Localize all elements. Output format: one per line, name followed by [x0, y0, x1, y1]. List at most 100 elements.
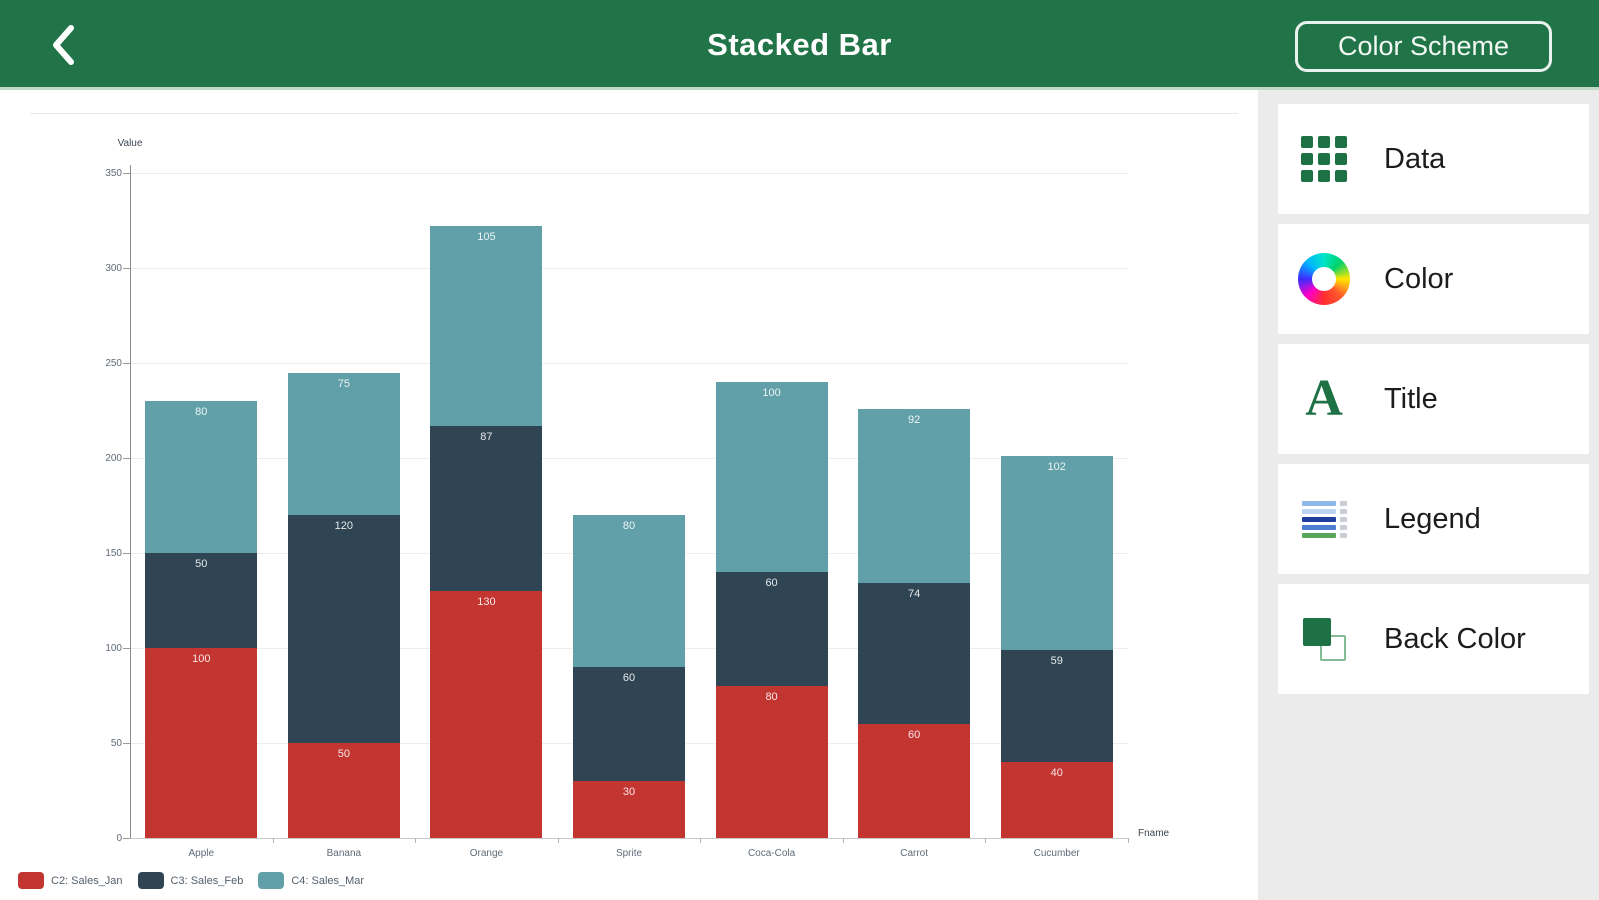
x-axis-tick — [700, 838, 702, 843]
bar-value-label: 74 — [908, 588, 921, 601]
top-navigation-bar: Stacked Bar Color Scheme — [0, 0, 1599, 90]
y-tick-label: 200 — [105, 453, 122, 464]
bar-segment — [287, 372, 400, 515]
bar-segment — [1000, 649, 1113, 762]
y-axis-tick — [123, 363, 130, 364]
grid-line — [130, 268, 1128, 269]
y-tick-label: 100 — [105, 643, 122, 654]
bar-segment — [858, 408, 971, 584]
bar-segment — [430, 591, 543, 838]
bar-segment — [715, 382, 828, 572]
bar-value-label: 87 — [480, 430, 493, 443]
y-tick-label: 0 — [116, 833, 122, 844]
legend-item: C4: Sales_Mar — [258, 872, 364, 889]
page-title: Stacked Bar — [707, 27, 892, 62]
bar-value-label: 80 — [195, 406, 208, 418]
bar-value-label: 102 — [1047, 461, 1066, 474]
color-wheel-icon — [1297, 252, 1351, 306]
x-category-label: Banana — [326, 848, 362, 859]
back-chevron-icon — [53, 25, 74, 65]
legend-label: C4: Sales_Mar — [291, 874, 365, 887]
y-axis-tick — [123, 743, 130, 744]
color-scheme-button[interactable]: Color Scheme — [1295, 21, 1552, 72]
y-axis-line — [130, 165, 131, 838]
bar-value-label: 80 — [622, 520, 636, 532]
sidebar-item-legend[interactable]: Legend — [1278, 464, 1589, 574]
bar-segment — [287, 515, 400, 743]
bar-segment — [715, 572, 828, 686]
bar-segment — [858, 583, 971, 724]
bar-segment — [1000, 456, 1113, 650]
legend-swatch — [18, 872, 44, 889]
bar-segment — [573, 515, 685, 667]
y-axis-tick — [123, 268, 130, 269]
x-axis-tick — [842, 838, 844, 843]
x-category-label: Orange — [469, 848, 504, 859]
sidebar-item-label: Title — [1384, 382, 1438, 415]
y-axis-tick — [123, 553, 130, 554]
y-axis-tick — [123, 458, 130, 459]
bar-value-label: 30 — [622, 786, 636, 798]
bar-value-label: 130 — [477, 596, 496, 608]
title-letter-icon: A — [1305, 370, 1343, 427]
bar-value-label: 40 — [1050, 767, 1063, 779]
y-tick-label: 250 — [105, 358, 122, 369]
x-category-label: Carrot — [900, 848, 929, 859]
settings-sidebar: Data Color A Title — [1258, 90, 1599, 900]
chart-canvas[interactable]: Value Fname C2: Sales_Jan C3: Sales_Feb C4… — [0, 90, 1258, 900]
bar-segment — [858, 724, 971, 838]
x-axis-title: Fname — [1138, 828, 1170, 839]
bar-value-label: 80 — [765, 691, 778, 703]
y-tick-label: 50 — [110, 738, 122, 749]
bar-value-label: 105 — [477, 231, 496, 244]
y-tick-label: 150 — [105, 548, 122, 559]
sidebar-item-label: Back Color — [1384, 622, 1526, 655]
legend-item: C2: Sales_Jan — [18, 872, 123, 889]
back-button[interactable] — [40, 22, 86, 68]
x-category-label: Apple — [188, 848, 215, 859]
legend-swatch — [258, 872, 285, 889]
sidebar-item-label: Legend — [1384, 502, 1481, 535]
legend-label: C2: Sales_Jan — [51, 874, 123, 887]
sidebar-item-color[interactable]: Color — [1278, 224, 1589, 334]
x-category-label: Coca-Cola — [747, 848, 796, 859]
legend-lines-icon — [1297, 492, 1351, 546]
y-axis-tick — [123, 173, 130, 174]
bar-value-label: 100 — [192, 653, 211, 665]
bar-segment — [430, 425, 543, 591]
bar-value-label: 75 — [337, 377, 350, 390]
sidebar-item-data[interactable]: Data — [1278, 104, 1589, 214]
bar-value-label: 50 — [195, 558, 208, 570]
x-axis-line — [130, 838, 1128, 839]
bar-segment — [145, 648, 258, 838]
chart-legend: C2: Sales_Jan C3: Sales_Feb C4: Sales_Mar — [18, 872, 364, 889]
bar-value-label: 120 — [334, 520, 354, 532]
y-tick-label: 300 — [105, 263, 122, 274]
grid-line — [130, 458, 1128, 459]
x-axis-tick — [1128, 838, 1129, 843]
y-axis-tick — [123, 838, 130, 839]
bar-segment — [573, 781, 685, 838]
bar-segment — [145, 553, 258, 648]
bar-value-label: 50 — [337, 748, 350, 760]
legend-label: C3: Sales_Feb — [170, 874, 244, 887]
x-axis-tick — [415, 838, 417, 843]
bar-segment — [715, 686, 828, 838]
legend-item: C3: Sales_Feb — [137, 872, 244, 889]
bar-segment — [430, 226, 543, 426]
bar-segment — [1000, 762, 1113, 838]
bar-value-label: 92 — [908, 413, 921, 426]
sidebar-item-back-color[interactable]: Back Color — [1278, 584, 1589, 694]
sidebar-item-label: Data — [1384, 142, 1446, 175]
grid-line — [130, 363, 1128, 364]
bar-segment — [287, 743, 400, 838]
y-tick-label: 350 — [105, 168, 122, 179]
x-category-label: Cucumber — [1033, 848, 1080, 859]
x-axis-tick — [985, 838, 987, 843]
chart-card-top-border — [30, 113, 1238, 114]
sidebar-item-title[interactable]: A Title — [1278, 344, 1589, 454]
bar-value-label: 60 — [765, 577, 778, 589]
legend-swatch — [137, 872, 164, 889]
y-axis-tick — [123, 648, 130, 649]
